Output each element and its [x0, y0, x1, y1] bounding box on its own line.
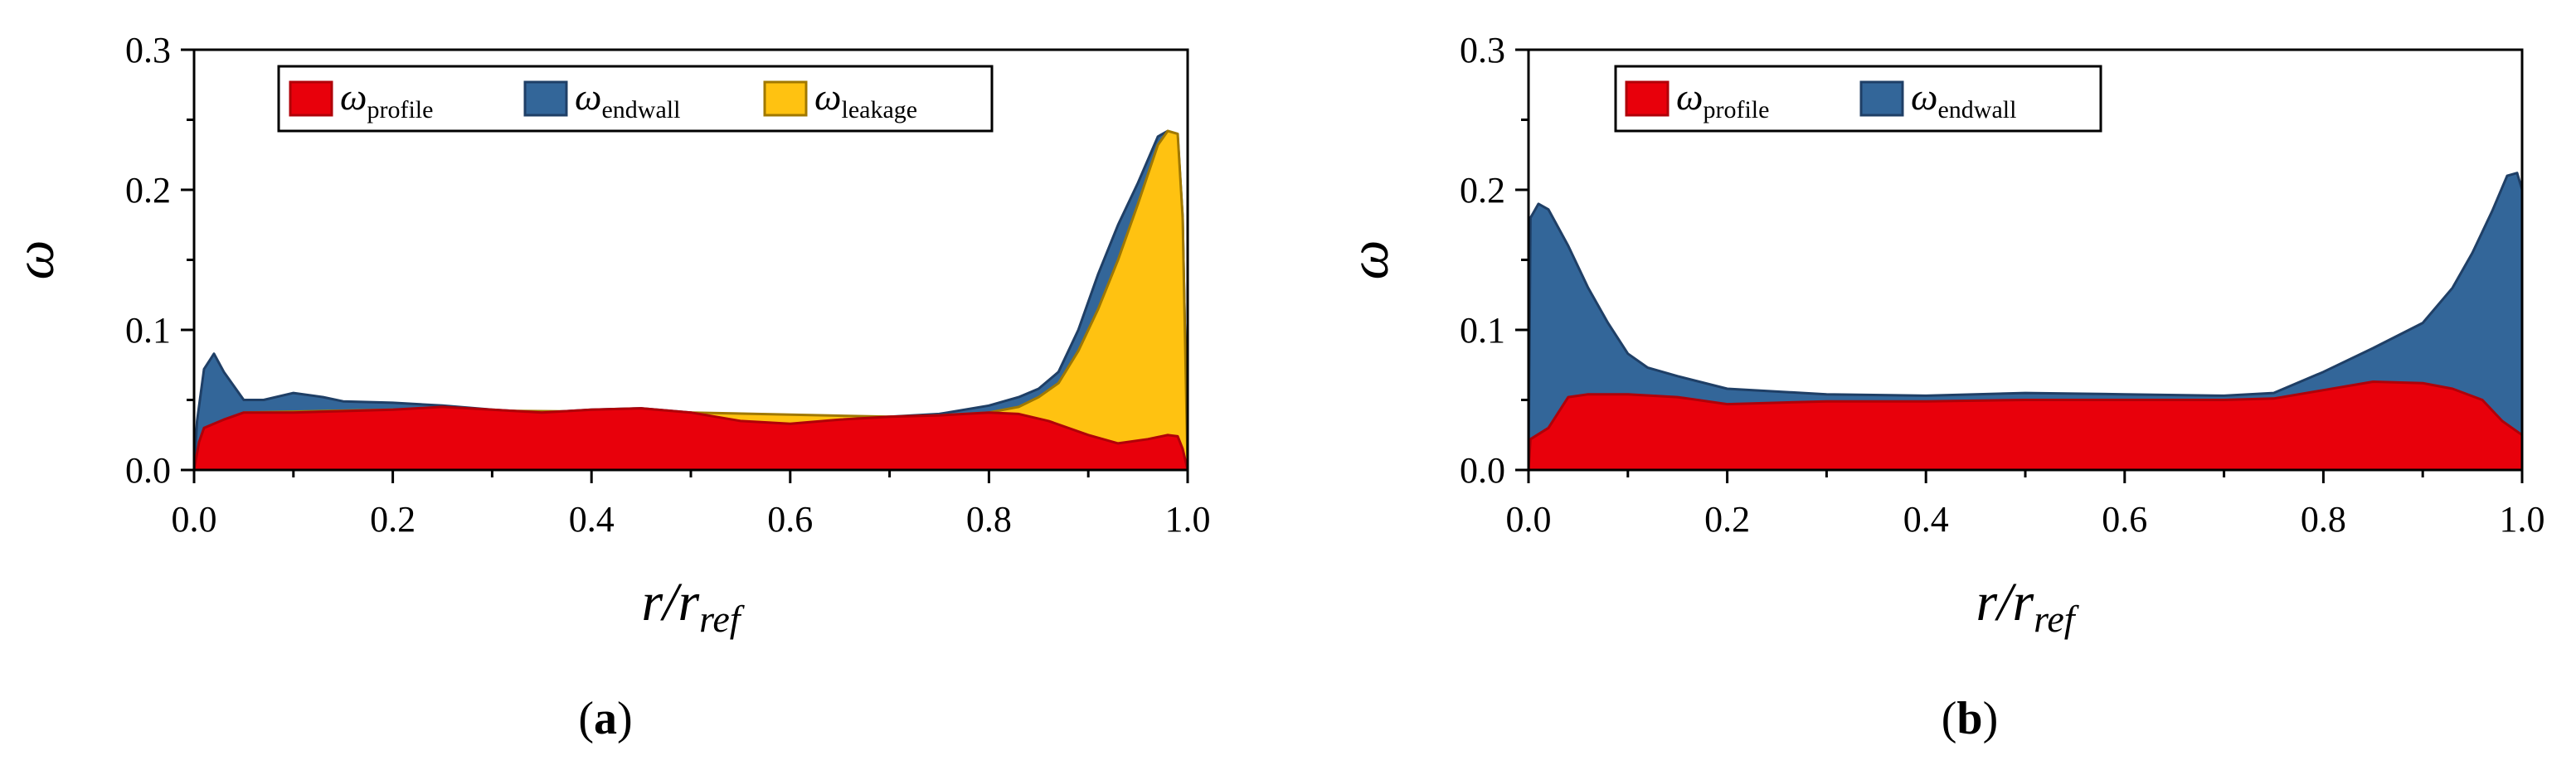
panel-a-y-tick-label: 0.2 [125, 170, 171, 211]
panel-b-x-tick-label: 0.8 [2301, 499, 2346, 540]
panel-a-x-tick-label: 0.6 [767, 499, 813, 540]
panel-b-y-tick-label: 0.2 [1460, 170, 1505, 211]
panel-b: 0.0 0.2 0.4 0.6 0.8 1.0 0.0 0.1 0.2 0.3 ω r/rref… [1337, 30, 2545, 744]
panel-a-x-axis-title-sub: ref [699, 598, 746, 640]
panel-a: 0.0 0.2 0.4 0.6 0.8 1.0 0.0 0.1 0.2 0.3 ω r/rref… [2, 30, 1211, 744]
panel-a-y-ticks: 0.0 0.1 0.2 0.3 [125, 30, 194, 491]
panel-b-label: (b) [1942, 693, 1998, 744]
panel-b-legend-label-profile: ωprofile [1676, 75, 1769, 124]
panel-b-x-axis-title-sub: ref [2034, 598, 2080, 640]
panel-b-x-axis-title: r/rref [1976, 572, 2079, 640]
panel-b-label-open: ( [1942, 693, 1957, 744]
panel-a-legend-box [277, 65, 994, 133]
panel-a-x-tick-label: 0.2 [370, 499, 416, 540]
panel-a-label: (a) [578, 693, 632, 744]
panel-b-x-tick-label: 0.2 [1704, 499, 1750, 540]
panel-a-label-open: ( [578, 693, 594, 744]
panel-a-y-tick-label: 0.3 [125, 30, 171, 70]
panel-b-area-profile [1527, 380, 2524, 472]
panel-b-legend: ωprofile ωendwall [1614, 65, 2102, 133]
panel-a-legend-swatch-profile [289, 80, 333, 117]
panel-a-y-tick-label: 0.0 [125, 450, 171, 491]
panel-b-y-tick-label: 0.0 [1460, 450, 1505, 491]
panel-a-x-tick-label: 0.4 [569, 499, 615, 540]
panel-b-area-endwall [1527, 172, 2524, 472]
panel-a-label-letter: a [594, 693, 617, 744]
panel-b-x-tick-label: 1.0 [2500, 499, 2545, 540]
panel-a-x-tick-label: 1.0 [1165, 499, 1211, 540]
panel-b-y-axis-title: ω [1337, 240, 1400, 279]
panel-a-x-axis-title: r/rref [641, 572, 745, 640]
panel-b-legend-swatch-endwall [1859, 80, 1904, 117]
panel-b-y-tick-label: 0.3 [1460, 30, 1505, 70]
panel-a-x-tick-label: 0.0 [172, 499, 217, 540]
panel-b-y-tick-label: 0.1 [1460, 310, 1505, 351]
panel-a-legend-swatch-endwall [523, 80, 568, 117]
panel-b-x-tick-label: 0.6 [2102, 499, 2147, 540]
panel-a-area-profile [192, 405, 1189, 472]
panel-a-areas [192, 129, 1189, 472]
panel-a-x-axis-title-base: r/r [641, 572, 699, 632]
panel-b-y-ticks: 0.0 0.1 0.2 0.3 [1460, 30, 1529, 491]
panel-b-x-tick-label: 0.0 [1506, 499, 1552, 540]
panel-a-legend: ωprofile ωendwall ωleakage [277, 65, 994, 133]
panel-a-y-tick-label: 0.1 [125, 310, 171, 351]
panel-b-legend-box [1614, 65, 2102, 133]
panel-b-x-tick-label: 0.4 [1903, 499, 1949, 540]
panel-a-x-ticks: 0.0 0.2 0.4 0.6 0.8 1.0 [172, 470, 1211, 540]
panel-b-x-ticks: 0.0 0.2 0.4 0.6 0.8 1.0 [1506, 470, 2545, 540]
panel-b-label-letter: b [1956, 693, 1982, 744]
panel-a-legend-label-endwall: ωendwall [575, 75, 680, 124]
panel-a-y-axis-title: ω [2, 240, 66, 279]
panel-b-legend-label-endwall: ωendwall [1911, 75, 2016, 124]
panel-b-areas [1527, 172, 2524, 472]
panel-b-x-axis-title-base: r/r [1976, 572, 2034, 632]
panel-a-legend-label-leakage: ωleakage [814, 75, 917, 124]
panel-b-label-close: ) [1983, 693, 1999, 744]
panel-b-legend-swatch-profile [1625, 80, 1670, 117]
panel-a-label-close: ) [617, 693, 633, 744]
panel-a-x-tick-label: 0.8 [966, 499, 1012, 540]
panel-a-legend-label-profile: ωprofile [340, 75, 433, 124]
panel-a-legend-swatch-leakage [763, 80, 808, 117]
